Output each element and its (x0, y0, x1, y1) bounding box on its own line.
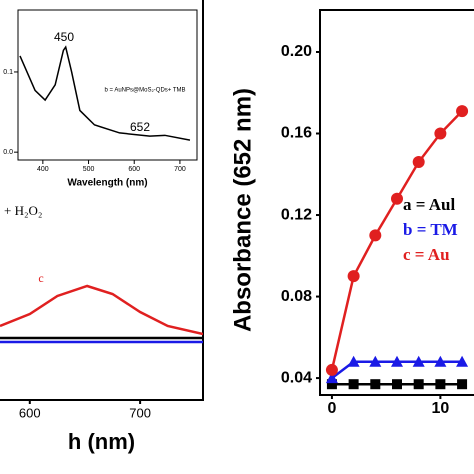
y-tick-label: 0.16 (281, 125, 312, 142)
marker (391, 355, 403, 367)
marker (434, 355, 447, 367)
plot-area (325, 105, 469, 390)
marker (413, 379, 424, 390)
x-tick-label: 0 (327, 400, 336, 417)
legend-entry: c = Au (403, 245, 450, 264)
marker (347, 355, 360, 367)
series-line (0, 284, 203, 336)
annotation: + H₂O₂ (4, 203, 42, 218)
marker (325, 372, 338, 384)
marker (369, 229, 382, 242)
y-tick-label: 0.08 (281, 288, 312, 305)
x-tick-label: 10 (431, 400, 449, 417)
x-axis-label: h (nm) (68, 429, 135, 454)
marker (457, 379, 468, 390)
annotation: 450 (54, 30, 74, 44)
series-line (19, 45, 191, 141)
x-tick-label: 400 (37, 166, 49, 173)
y-tick-label: 0.12 (281, 206, 312, 223)
plot-area (19, 45, 191, 141)
legend-entry: a = Aul (403, 195, 455, 214)
x-tick-label: 600 (19, 405, 41, 420)
x-tick-label: 700 (129, 405, 151, 420)
marker (392, 379, 402, 390)
marker (412, 355, 425, 367)
plot-frame (17, 9, 198, 161)
marker (369, 355, 382, 367)
x-axis-label: Wavelength (nm) (67, 178, 147, 189)
y-tick-label: 0.0 (3, 149, 13, 156)
y-tick-label: 0.20 (281, 43, 312, 60)
y-axis-label: Absorbance (652 nm) (229, 88, 256, 332)
marker (326, 379, 337, 390)
marker (435, 379, 446, 390)
x-tick-label: 500 (83, 166, 95, 173)
y-tick-label: 0.04 (281, 369, 312, 386)
marker (325, 363, 338, 376)
legend-entry: b = TM (403, 220, 458, 239)
x-tick-label: 600 (128, 166, 140, 173)
marker (391, 192, 403, 205)
marker (456, 355, 469, 367)
marker (456, 105, 469, 118)
marker (370, 379, 381, 390)
marker (347, 270, 360, 283)
x-tick-label: 700 (174, 166, 186, 173)
annotation: c (38, 271, 43, 285)
annotation: 652 (130, 120, 150, 134)
marker (348, 379, 359, 390)
marker (434, 127, 447, 140)
plot-area (0, 284, 203, 344)
marker (412, 156, 425, 169)
y-tick-label: 0.1 (3, 69, 13, 76)
annotation: b = AuNPs@MoS₂-QDs+ TMB (105, 88, 186, 94)
